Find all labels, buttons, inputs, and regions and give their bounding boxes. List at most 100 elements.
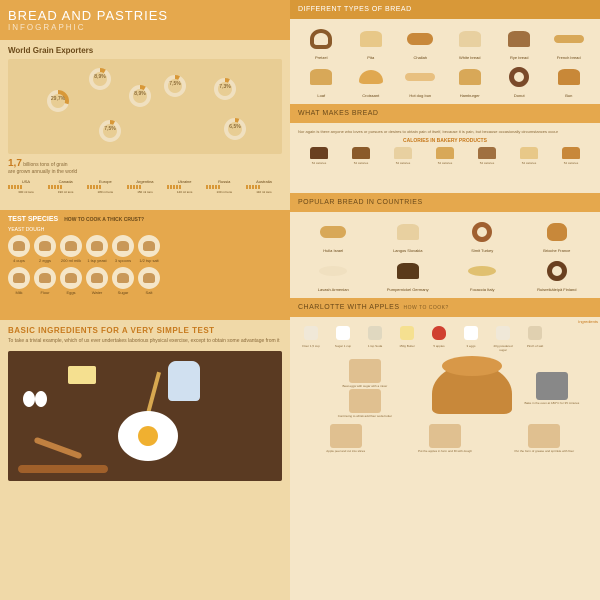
popular-bread-item: Brioche France xyxy=(522,218,593,253)
ingredient-icon: 2 eggs xyxy=(34,235,56,263)
bread-item: Bun xyxy=(546,63,593,98)
basic-section: BASIC INGREDIENTS FOR A VERY SIMPLE TEST… xyxy=(0,320,290,600)
country-item: Australia110 ml tons xyxy=(246,179,282,194)
charlotte-ingredient: Flour 1,5 cup xyxy=(298,323,324,352)
recipe-step: Continuing to whisk add flour soda butte… xyxy=(298,389,432,419)
cutting-board xyxy=(8,351,282,481)
charlotte-ingredient: 1 tsp Soda xyxy=(362,323,388,352)
grain-stat: 1,7 billions tons of grain are grown ann… xyxy=(8,158,282,175)
charlotte-ingredient: Sugar 1 cup xyxy=(330,323,356,352)
ingredient-icon: 1/2 tsp salt xyxy=(138,235,160,263)
bread-item: Donut xyxy=(496,63,543,98)
ingredient-icon: Salt xyxy=(138,267,160,295)
country-item: Europe180 ml tons xyxy=(87,179,123,194)
infographic: BREAD AND PASTRIES INFOGRAPHIC World Gra… xyxy=(0,0,600,600)
steps-bottom: Apple peel and cut into slicesPut the ap… xyxy=(298,424,592,454)
steps-right: Bake in the oven at 180°C for 35 minutes xyxy=(512,372,592,406)
left-column: BREAD AND PASTRIES INFOGRAPHIC World Gra… xyxy=(0,0,290,600)
charlotte-header: CHARLOTTE WITH APPLESHOW TO COOK? xyxy=(290,298,600,317)
popular-bread-item: Simit Turkey xyxy=(447,218,518,253)
yeast-row: 4 cups2 eggs200 ml milk1 tsp yeast3 spoo… xyxy=(8,235,282,263)
makes-header: WHAT MAKES BREAD xyxy=(290,104,600,123)
popular-bread-item: Lavash Armenian xyxy=(298,257,369,292)
popular-bread-item: Ruisreikäleipä Finland xyxy=(522,257,593,292)
ingredient-icon: 3 spoons xyxy=(112,235,134,263)
charlotte-section: Ingredients Flour 1,5 cupSugar 1 cup1 ts… xyxy=(290,317,600,600)
bread-item: Rye bread xyxy=(496,25,543,60)
oven-step: Bake in the oven at 180°C for 35 minutes xyxy=(512,372,592,406)
bread-item: Pretzel xyxy=(298,25,345,60)
world-map: 29,7%8,9%8,9%7,5%7,3%7,5%6,5% xyxy=(8,59,282,154)
bowl-icon xyxy=(118,411,178,461)
country-item: Russia130 ml tons xyxy=(206,179,242,194)
map-title: World Grain Exporters xyxy=(8,46,282,55)
country-item: Ukraine140 ml tons xyxy=(167,179,203,194)
types-grid: PretzelPitaChallahWhite breadRye breadFr… xyxy=(290,19,600,104)
popular-bread-item: Langos Slovakia xyxy=(373,218,444,253)
steps-left: Beat eggs with sugar with a mixerContinu… xyxy=(298,359,432,418)
recipe-step: Put the form of grease and sprinkle with… xyxy=(497,424,592,454)
ingredient-icon: Flour xyxy=(34,267,56,295)
ingredients-row: Flour 1,5 cupSugar 1 cup1 tsp Soda150g B… xyxy=(298,323,592,352)
bread-item: Hamburger xyxy=(447,63,494,98)
country-item: USA300 ml tons xyxy=(8,179,44,194)
calorie-item: 54 calories xyxy=(300,147,338,165)
bread-item: Challah xyxy=(397,25,444,60)
yeast-label: YEAST DOUGH xyxy=(8,227,282,233)
country-item: Argentina150 ml tons xyxy=(127,179,163,194)
calorie-item: 54 calories xyxy=(510,147,548,165)
country-item: Canada190 ml tons xyxy=(48,179,84,194)
ingredient-icon: Sugar xyxy=(112,267,134,295)
calorie-item: 54 calories xyxy=(552,147,590,165)
ingredient-icon: Milk xyxy=(8,267,30,295)
spoon-icon xyxy=(33,437,82,460)
calories-title: CALORIES IN BAKERY PRODUCTS xyxy=(298,138,592,144)
donut-chart: 7,3% xyxy=(213,77,237,101)
jug-icon xyxy=(168,361,200,401)
bread-item: Loaf xyxy=(298,63,345,98)
main-title-block: BREAD AND PASTRIES INFOGRAPHIC xyxy=(0,0,290,40)
recipe-step: Apple peel and cut into slices xyxy=(298,424,393,454)
recipe-step: Put the apples in form and fill with dou… xyxy=(397,424,492,454)
map-section: World Grain Exporters 29,7%8,9%8,9%7,5%7… xyxy=(0,40,290,210)
calorie-item: 54 calories xyxy=(426,147,464,165)
charlotte-ingredient: 20g powdered sugar xyxy=(490,323,516,352)
main-title: BREAD AND PASTRIES xyxy=(8,8,282,23)
butter-icon xyxy=(68,366,96,384)
donut-chart: 8,9% xyxy=(128,84,152,108)
eggs-icon xyxy=(23,391,53,411)
charlotte-ingredient: Pinch of salt xyxy=(522,323,548,352)
donut-chart: 7,5% xyxy=(98,119,122,143)
donut-chart: 6,5% xyxy=(223,117,247,141)
pie-icon xyxy=(432,364,512,414)
ing-label: Ingredients xyxy=(578,319,598,324)
calorie-item: 54 calories xyxy=(342,147,380,165)
noyeast-row: MilkFlourEggsWaterSugarSalt xyxy=(8,267,282,295)
calorie-item: 54 calories xyxy=(468,147,506,165)
charlotte-ingredient: 5 apples xyxy=(426,323,452,352)
test-section: TEST SPECIESHOW TO COOK A THICK CRUST? Y… xyxy=(0,210,290,320)
popular-grid: Hulla IsraelLangos SlovakiaSimit TurkeyB… xyxy=(290,212,600,298)
bread-item: Pita xyxy=(348,25,395,60)
bread-item: Croissant xyxy=(348,63,395,98)
basic-text: To take a trivial example, which of us e… xyxy=(8,338,282,345)
charlotte-ingredient: 150g Butter xyxy=(394,323,420,352)
test-title: TEST SPECIESHOW TO COOK A THICK CRUST? xyxy=(8,216,282,223)
popular-header: POPULAR BREAD IN COUNTRIES xyxy=(290,193,600,212)
ingredient-icon: Water xyxy=(86,267,108,295)
calorie-item: 54 calories xyxy=(384,147,422,165)
countries-row: USA300 ml tons Canada190 ml tonsEurope180… xyxy=(8,179,282,194)
ingredient-icon: Eggs xyxy=(60,267,82,295)
types-header: DIFFERENT TYPES OF BREAD xyxy=(290,0,600,19)
donut-chart: 8,9% xyxy=(88,67,112,91)
makes-section: Nor again is there anyone who loves or p… xyxy=(290,123,600,193)
bread-item: French bread xyxy=(546,25,593,60)
ingredient-icon: 1 tsp yeast xyxy=(86,235,108,263)
bread-item: White bread xyxy=(447,25,494,60)
popular-bread-item: Focaccia Italy xyxy=(447,257,518,292)
right-column: DIFFERENT TYPES OF BREAD PretzelPitaChal… xyxy=(290,0,600,600)
ingredient-icon: 4 cups xyxy=(8,235,30,263)
makes-text: Nor again is there anyone who loves or p… xyxy=(298,129,592,134)
rolling-pin-icon xyxy=(18,465,108,473)
bread-item: Hot dog bun xyxy=(397,63,444,98)
